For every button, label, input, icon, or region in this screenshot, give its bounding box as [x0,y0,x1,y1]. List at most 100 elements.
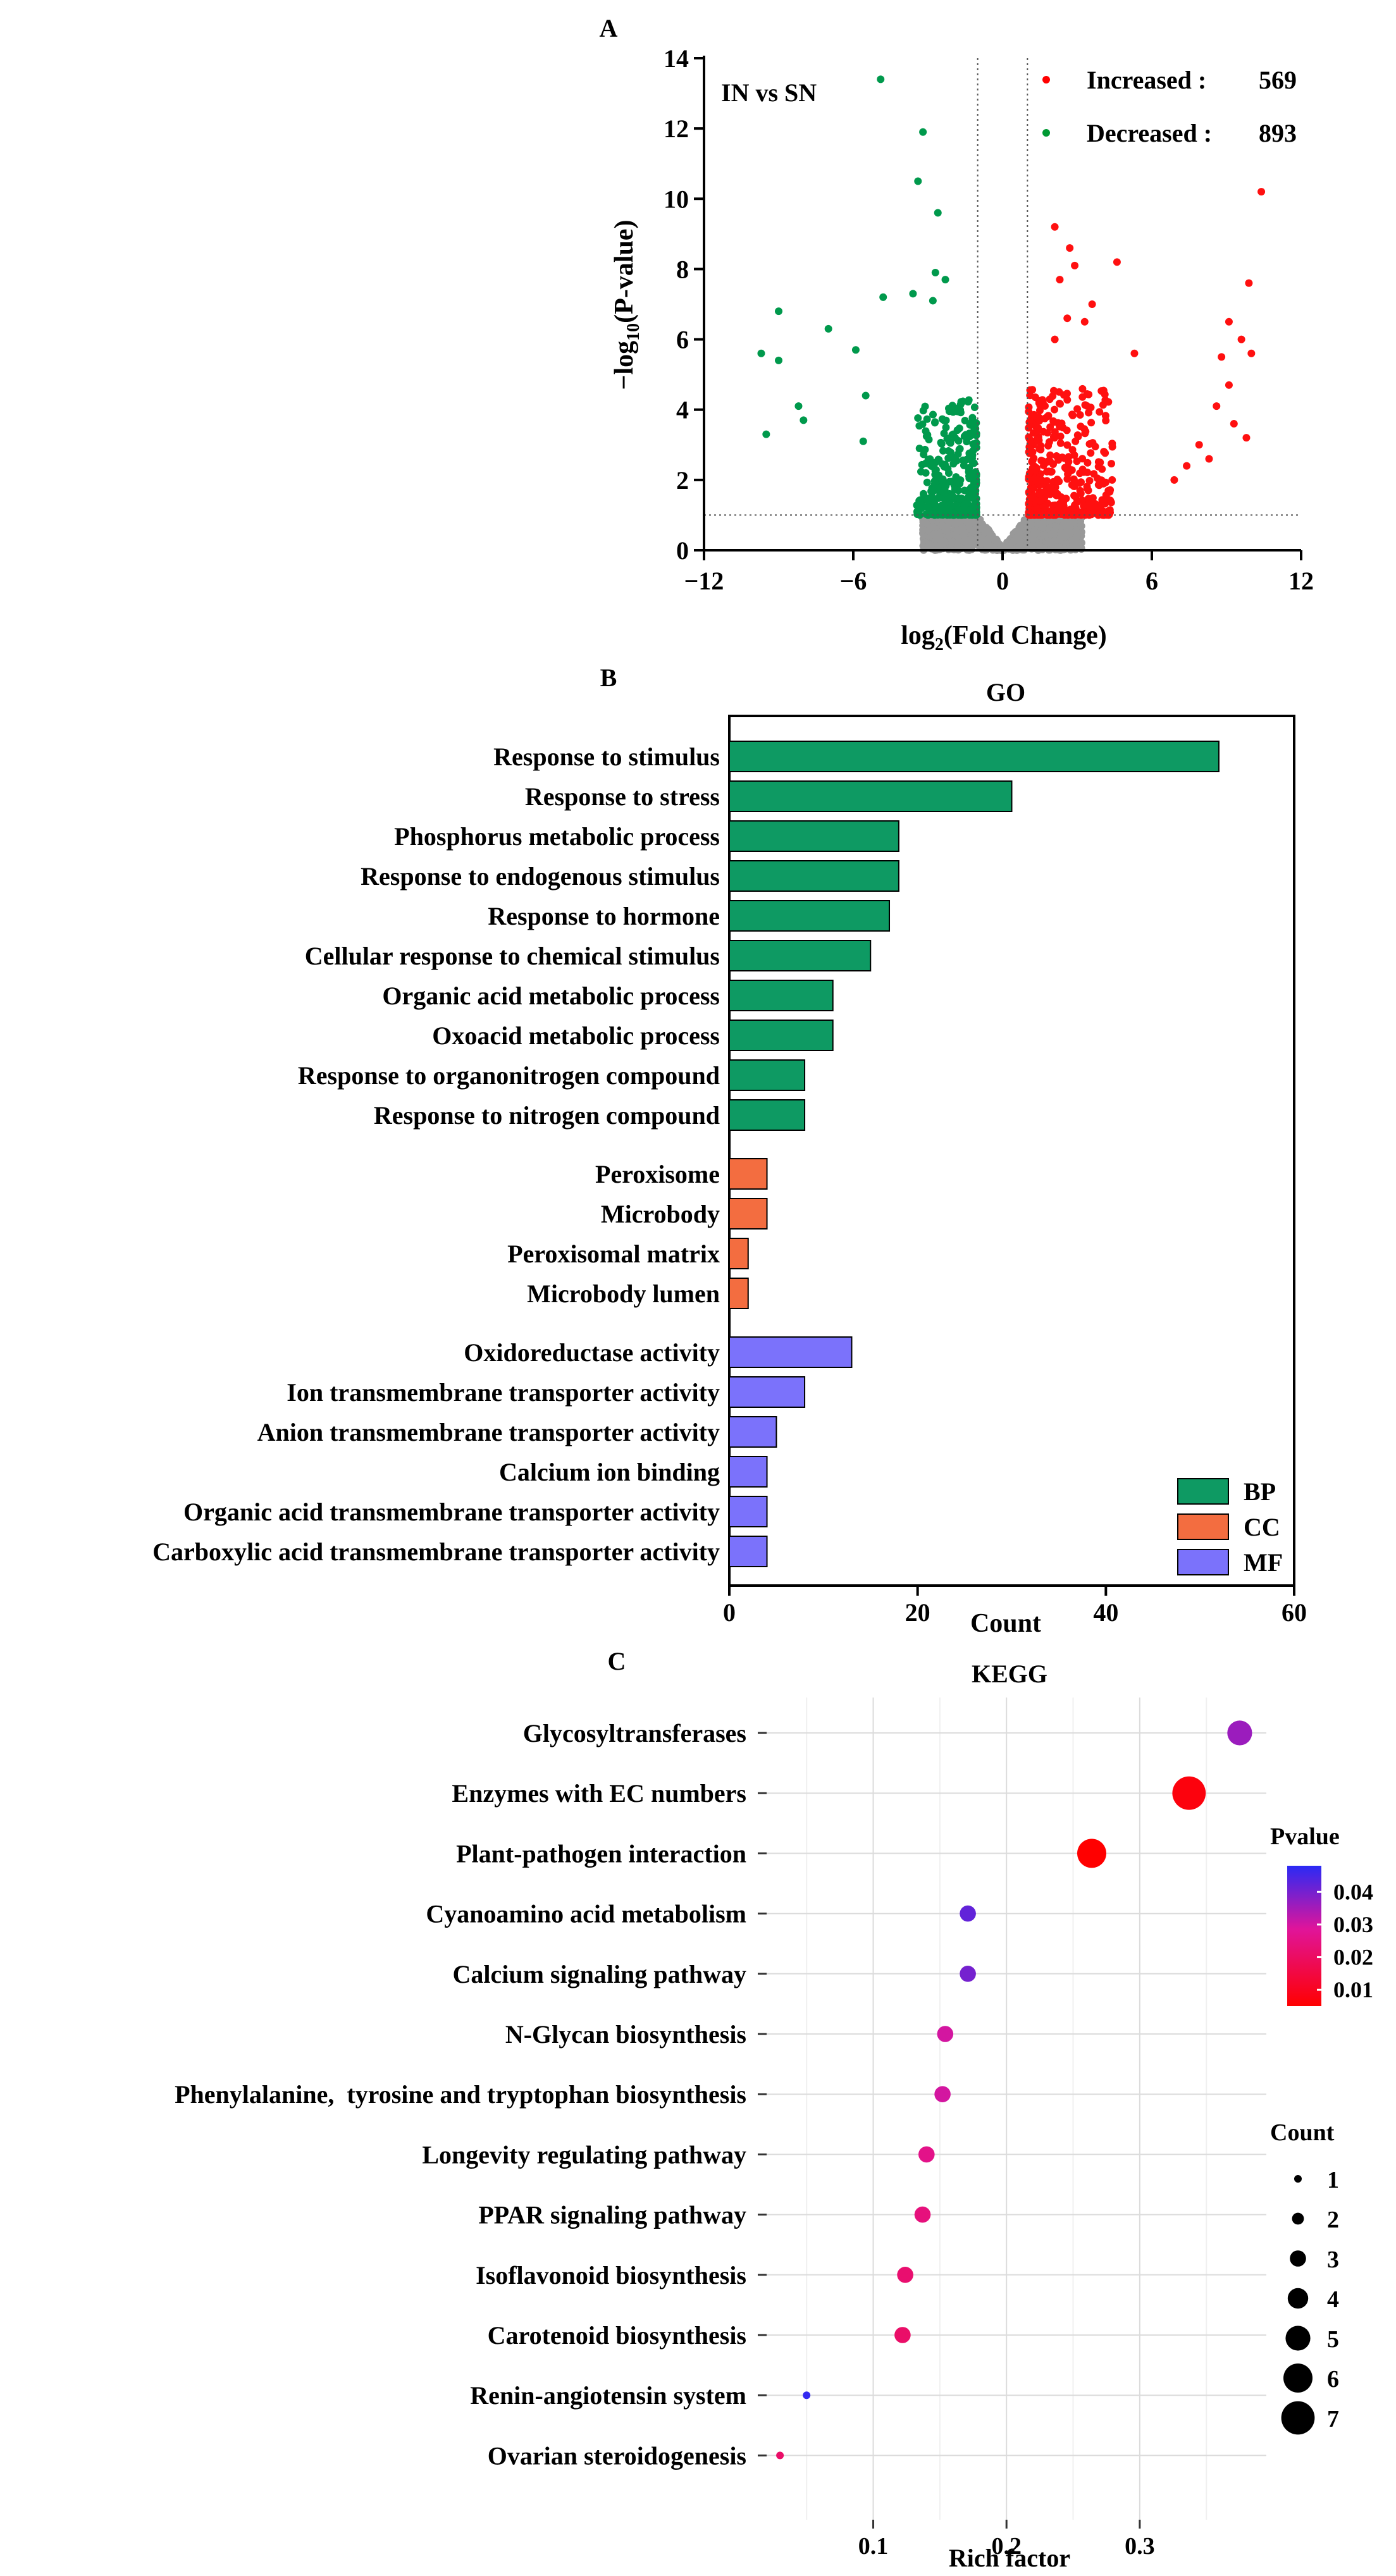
kegg-point [960,1966,976,1982]
decreased-point [762,430,770,438]
go-bar [729,1496,768,1527]
increased-point [1096,459,1104,467]
go-bar [729,1059,806,1091]
ns-point [979,525,987,533]
decreased-point [939,488,947,496]
panel-label-b: B [600,663,617,692]
go-bar [729,1238,749,1269]
decreased-point [800,416,808,424]
count-legend-dot [1285,2326,1311,2351]
go-category-label: Response to endogenous stimulus [361,862,720,891]
decreased-point [961,417,969,424]
increased-point [1218,353,1226,361]
decreased-point [965,474,973,483]
ns-point [953,527,961,535]
increased-point [1084,459,1092,467]
count-legend-dot [1292,2212,1304,2225]
kegg-point [934,2086,951,2102]
go-bar [729,1158,768,1190]
kegg-point [918,2146,935,2163]
decreased-point [929,297,937,305]
decreased-point [939,447,947,455]
pvalue-tick-label: 0.02 [1333,1945,1373,1970]
go-category-label: Peroxisome [595,1160,720,1188]
increased-point [1056,422,1064,431]
increased-point [1078,385,1087,393]
pvalue-colorbar [1287,1866,1321,2006]
decreased-point [923,496,932,505]
increased-point [1044,412,1053,420]
decreased-point [918,504,925,512]
go-legend: BP CC MF [1177,1477,1283,1577]
increased-point [1069,411,1077,419]
go-bar [729,780,1013,812]
decreased-point [944,493,952,502]
volcano-x-axis-title: log2(Fold Change) [901,621,1107,655]
ns-point [1049,538,1058,546]
count-legend-dot [1281,2401,1315,2435]
increased-point [1063,390,1071,398]
increased-point [1051,405,1058,414]
x-tick-label: −12 [684,567,724,595]
ns-point [1056,536,1063,544]
legend-count-increased: 569 [1259,66,1297,94]
increased-point [1195,441,1203,449]
go-bars [729,741,1220,1567]
increased-point [1039,457,1047,465]
kegg-point [1077,1839,1106,1868]
decreased-point [956,409,965,417]
increased-point [1049,392,1057,400]
go-category-label: Peroxisomal matrix [507,1240,720,1268]
decreased-point [970,446,977,454]
increased-point [1025,433,1033,441]
x-tick-label: 12 [1288,567,1314,595]
go-legend-label: BP [1244,1477,1276,1506]
decreased-point [877,75,885,83]
kegg-term-label: PPAR signaling pathway [478,2201,746,2229]
decreased-point [942,482,950,490]
decreased-point [918,420,927,428]
decreased-point [931,268,939,276]
go-bar-chart: GO Response to stimulus Response to stres… [152,678,1307,1638]
increased-point [1054,456,1063,464]
increased-point [1064,470,1072,478]
kegg-point [1172,1776,1206,1810]
increased-point [1055,505,1063,514]
decreased-point [941,276,949,284]
increased-point [1072,493,1080,501]
volcano-y-axis-title: −log10(P-value) [610,220,643,390]
go-bar [729,820,899,852]
increased-point [1051,335,1059,343]
legend-label-decreased: Decreased : [1087,119,1212,147]
go-category-label: Response to nitrogen compound [374,1101,720,1130]
kegg-x-tick-label: 0.3 [1125,2533,1155,2560]
ns-point [936,535,944,543]
pvalue-legend-title: Pvalue [1270,1823,1340,1850]
increased-point [1043,467,1051,476]
increased-point [1050,418,1058,426]
decreased-point [955,495,963,503]
increased-point [1170,476,1178,484]
go-bar [729,1099,806,1131]
increased-point [1062,495,1070,503]
decreased-point [969,419,977,428]
kegg-term-labels: Glycosyltransferases Enzymes with EC numb… [175,1719,746,2470]
increased-point [1087,419,1096,427]
increased-point [1033,435,1041,443]
kegg-bubble-chart: KEGG Glycosyltransferases Enzymes with EC… [175,1660,1373,2572]
count-legend-title: Count [1270,2119,1335,2146]
increased-point [1098,465,1106,473]
go-plot-frame [728,715,1295,1587]
increased-point [1056,276,1064,284]
increased-point [1032,503,1041,512]
y-tick-label: 4 [676,396,689,424]
decreased-point [971,496,979,504]
increased-point [1230,419,1238,428]
kegg-point [894,2327,911,2343]
kegg-term-label: Cyanoamino acid metabolism [426,1900,746,1928]
decreased-point [916,496,924,504]
ns-point [1067,529,1075,537]
decreased-point [794,402,803,410]
kegg-term-label: Isoflavonoid biosynthesis [476,2261,746,2289]
increased-point [1083,483,1091,491]
